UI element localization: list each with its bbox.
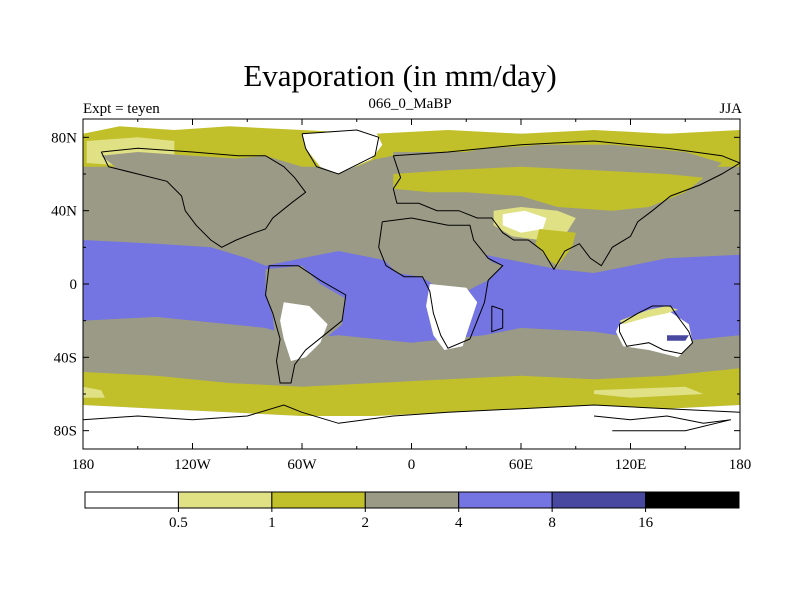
coastline-africa [378, 217, 504, 349]
colorbar: 0.5 1 2 4 8 16 [84, 491, 740, 531]
x-tick-label: 180 [72, 457, 95, 473]
colorbar-box [364, 491, 460, 509]
coastline-eurasia [392, 140, 740, 271]
x-tick-label: 60W [287, 457, 317, 473]
x-tick-label: 120W [174, 457, 212, 473]
y-tick-label: 40N [51, 204, 77, 220]
region-madagascar-blue [491, 309, 503, 332]
region-tropical-blue [83, 240, 740, 343]
region-southern-yellow-band [83, 368, 740, 416]
region-south-africa-white [426, 284, 478, 350]
coastline-antarctica-west [83, 404, 740, 424]
chart-title: Evaporation (in mm/day) [243, 58, 557, 93]
colorbar-label: 8 [548, 515, 556, 531]
region-australia-yellow-edge [619, 306, 678, 325]
time-label: 066_0_MaBP [368, 96, 452, 112]
region-north-africa-gray [378, 218, 503, 292]
colorbar-label: 4 [455, 515, 463, 531]
region-south-america-white [280, 302, 328, 361]
x-tick-label: 0 [408, 457, 416, 473]
region-arabia-white [502, 210, 547, 233]
y-tick-label: 80S [54, 424, 77, 440]
colorbar-box [458, 491, 553, 509]
region-dark-blue-patch [667, 335, 689, 341]
region-antarctic-pale [83, 386, 105, 398]
colorbar-label: 0.5 [169, 515, 188, 531]
season-label: JJA [719, 101, 742, 117]
axis-layer: 180 120W 60W 0 60E 120E 180 80N 40N 0 40S 80S [51, 119, 751, 473]
x-tick-label: 180 [729, 457, 752, 473]
y-tick-label: 80N [51, 130, 77, 146]
coastline-australia [619, 305, 694, 355]
colorbar-box [271, 491, 366, 509]
colorbar-label: 1 [268, 515, 276, 531]
region-antarctic-pale-2 [594, 386, 704, 398]
coastline-north-america [100, 147, 307, 248]
map-layer [83, 119, 740, 449]
coastline-south-america [264, 265, 347, 384]
region-southern-gray [83, 317, 740, 387]
region-asia-yellow [393, 166, 704, 211]
colorbar-box [177, 491, 273, 509]
colorbar-box [84, 491, 179, 509]
colorbar-box [645, 491, 740, 509]
x-tick-label: 60E [509, 457, 533, 473]
colorbar-label: 2 [362, 515, 370, 531]
coastline-greenland [301, 129, 380, 175]
colorbar-label: 16 [638, 515, 654, 531]
x-tick-label: 120E [615, 457, 647, 473]
region-greenland-white [302, 130, 383, 174]
y-tick-label: 40S [54, 350, 77, 366]
experiment-label: Expt = teyen [83, 101, 160, 117]
y-tick-label: 0 [70, 277, 78, 293]
coastline-madagascar [491, 305, 504, 333]
region-north-america-gray [101, 152, 302, 244]
coastline-antarctica-east [593, 415, 732, 432]
colorbar-box [551, 491, 647, 509]
